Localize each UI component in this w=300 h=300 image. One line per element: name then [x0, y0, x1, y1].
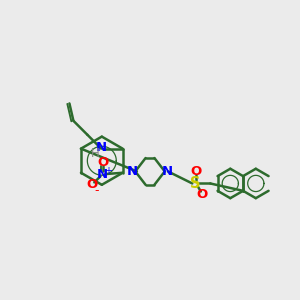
Text: O: O	[196, 188, 208, 201]
Text: O: O	[97, 156, 108, 169]
Text: H: H	[91, 147, 100, 160]
Text: +: +	[104, 167, 112, 176]
Text: -: -	[94, 184, 99, 197]
Text: O: O	[190, 165, 201, 178]
Text: O: O	[87, 178, 98, 191]
Text: S: S	[190, 176, 201, 191]
Text: N: N	[127, 165, 138, 178]
Text: N: N	[162, 165, 173, 178]
Text: N: N	[96, 141, 107, 154]
Text: N: N	[97, 168, 108, 181]
